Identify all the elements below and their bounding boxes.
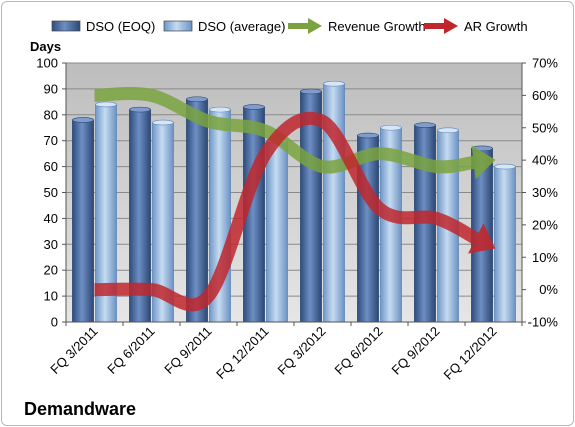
x-tick-label: FQ 3/2012	[275, 324, 329, 378]
y-tick-label: 80	[44, 107, 58, 122]
y-tick-label: 20	[44, 263, 58, 278]
bar-cap	[494, 163, 516, 170]
bar-cap	[380, 124, 402, 131]
legend-arrow-head	[444, 18, 458, 34]
y2-tick-label: 50%	[532, 120, 558, 135]
growth-lines	[94, 86, 496, 312]
y-tick-label: 100	[36, 56, 58, 71]
revenue-growth-line	[94, 86, 475, 174]
bar-cap	[414, 122, 436, 128]
x-tick-label: FQ 12/2012	[440, 324, 499, 383]
legend-label: Revenue Growth	[328, 19, 426, 34]
bar-dso-eoq	[186, 98, 208, 323]
bar-cap	[437, 127, 459, 134]
y2-tick-label: 60%	[532, 88, 558, 103]
x-tick-label: FQ 3/2011	[47, 324, 100, 377]
ar-growth-line	[94, 111, 479, 312]
y2-tick-label: 0%	[539, 282, 558, 297]
bar-dso-average	[494, 166, 516, 323]
bar-cap	[357, 132, 379, 139]
bar-cap	[72, 117, 94, 123]
y2-tick-label: -10%	[528, 315, 559, 330]
ar-growth-arrowhead	[467, 223, 496, 254]
bar-cap	[323, 80, 345, 87]
y-tick-label: 30	[44, 237, 58, 252]
x-tick-label: FQ 9/2011	[161, 324, 214, 377]
y-axis-label: Days	[30, 39, 61, 54]
bar-dso-average	[266, 140, 288, 323]
bar-cap	[186, 96, 208, 103]
y2-tick-label: 20%	[532, 217, 558, 232]
y-tick-label: 50	[44, 185, 58, 200]
bar-dso-eoq	[72, 119, 94, 323]
y2-tick-label: 70%	[532, 56, 558, 71]
y-tick-label: 40	[44, 211, 58, 226]
bar-cap	[300, 88, 322, 95]
company-name: Demandware	[24, 399, 136, 419]
revenue-growth-arrowhead	[471, 145, 496, 180]
bars	[72, 80, 516, 323]
y-tick-label: 0	[51, 315, 58, 330]
y-tick-label: 90	[44, 81, 58, 96]
bar-cap	[95, 101, 117, 108]
bar-cap	[209, 106, 231, 113]
bar-cap	[243, 104, 265, 110]
y2-tick-label: 30%	[532, 185, 558, 200]
x-tick-label: FQ 6/2012	[332, 324, 386, 378]
legend: DSO (EOQ) DSO (average) Revenue Growth AR G…	[51, 18, 528, 34]
x-tick-label: FQ 6/2011	[104, 324, 157, 377]
y2-tick-label: 10%	[532, 250, 558, 265]
y2-tick-label: 40%	[532, 153, 558, 168]
legend-label: DSO (average)	[198, 19, 285, 34]
x-tick-label: FQ 12/2011	[213, 324, 271, 382]
legend-label: DSO (EOQ)	[86, 19, 155, 34]
legend-swatch	[163, 20, 193, 32]
legend-arrow-head	[308, 18, 322, 34]
x-tick-label: FQ 9/2012	[389, 324, 443, 378]
bar-cap	[152, 119, 174, 126]
y-tick-label: 60	[44, 159, 58, 174]
y-tick-label: 70	[44, 133, 58, 148]
legend-label: AR Growth	[464, 19, 528, 34]
y-tick-label: 10	[44, 289, 58, 304]
bar-cap	[129, 106, 151, 113]
legend-swatch	[51, 20, 81, 32]
